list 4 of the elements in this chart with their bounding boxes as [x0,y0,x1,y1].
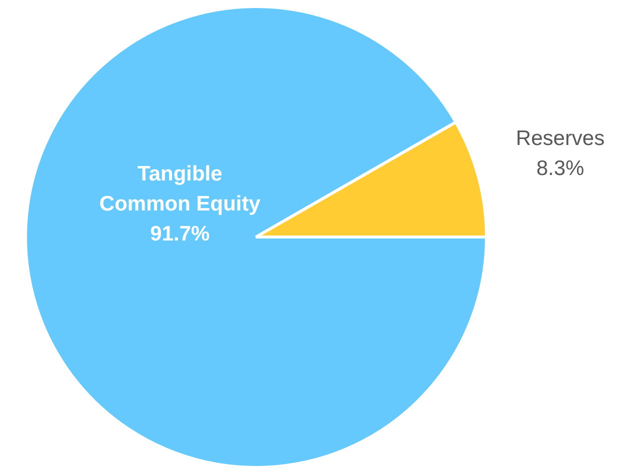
data-label: 91.7% [150,222,210,246]
slice-label: Reserves [516,126,605,150]
slice-label: Tangible Common Equity [99,162,261,216]
data-label: 8.3% [536,156,584,180]
